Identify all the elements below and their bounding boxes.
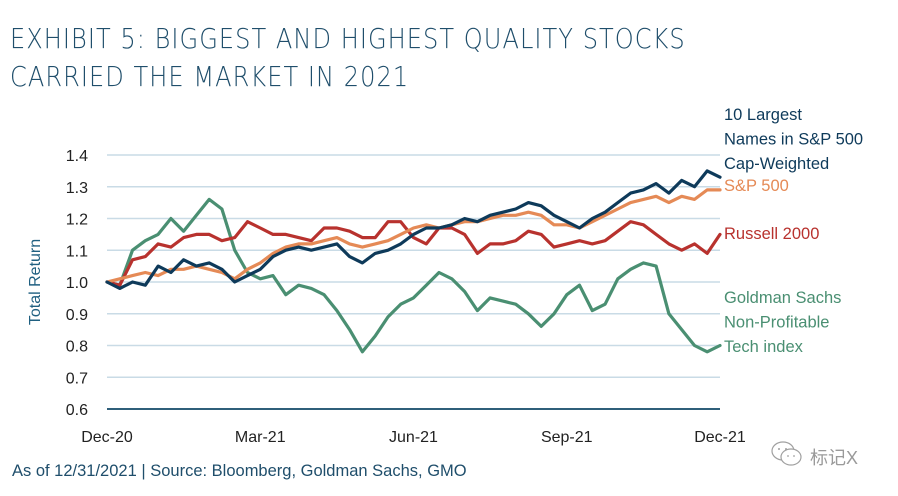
wechat-icon <box>770 440 804 473</box>
legend-label-3: Goldman Sachs <box>724 289 841 307</box>
y-axis-label: Total Return <box>27 239 44 325</box>
legend-label-2: Russell 2000 <box>724 225 819 243</box>
legend-label-0: Cap-Weighted <box>724 155 829 173</box>
legend-label-0: 10 Largest <box>724 106 802 124</box>
x-tick-label: Sep-21 <box>541 429 593 446</box>
x-tick-label: Dec-20 <box>81 429 133 446</box>
y-tick-label: 1.1 <box>66 243 88 260</box>
watermark-text: 标记X <box>810 447 859 468</box>
x-tick-label: Jun-21 <box>389 429 438 446</box>
watermark: 标记X <box>770 440 858 473</box>
legend-label-3: Non-Profitable <box>724 314 829 332</box>
y-tick-label: 1.0 <box>66 275 88 292</box>
gridlines <box>107 154 720 410</box>
series-line-1 <box>105 188 722 284</box>
title-line-1: EXHIBIT 5: BIGGEST AND HIGHEST QUALITY S… <box>10 22 686 55</box>
legend-label-0: Names in S&P 500 <box>724 131 863 149</box>
x-tick-label: Dec-21 <box>694 429 746 446</box>
y-tick-label: 0.7 <box>66 370 88 387</box>
series-lines <box>105 169 722 354</box>
y-tick-label: 0.9 <box>66 307 88 324</box>
y-tick-label: 1.2 <box>66 212 88 229</box>
series-line-2 <box>105 220 722 287</box>
y-tick-label: 0.8 <box>66 339 88 356</box>
y-tick-label: 0.6 <box>66 402 88 419</box>
y-axis-ticks: 0.6 0.7 0.8 0.9 1.0 1.1 1.2 1.3 1.4 <box>66 148 88 419</box>
series-line-3 <box>105 197 722 354</box>
source-footnote: As of 12/31/2021 | Source: Bloomberg, Go… <box>12 462 467 480</box>
x-tick-label: Mar-21 <box>235 429 286 446</box>
title-line-2: CARRIED THE MARKET IN 2021 <box>10 60 410 93</box>
legend: 10 Largest Names in S&P 500 Cap-Weighted S&… <box>724 106 863 356</box>
series-line-0 <box>105 169 722 290</box>
y-tick-label: 1.3 <box>66 180 88 197</box>
legend-label-3: Tech index <box>724 338 804 356</box>
chart-title: EXHIBIT 5: BIGGEST AND HIGHEST QUALITY S… <box>10 20 686 96</box>
legend-label-1: S&P 500 <box>724 177 789 195</box>
x-axis-ticks: Dec-20 Mar-21 Jun-21 Sep-21 Dec-21 <box>81 429 746 446</box>
y-tick-label: 1.4 <box>66 148 88 165</box>
